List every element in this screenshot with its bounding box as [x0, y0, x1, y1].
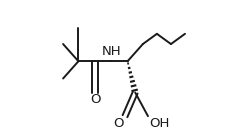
Text: NH: NH: [102, 45, 122, 58]
Text: OH: OH: [149, 117, 170, 130]
Text: O: O: [90, 93, 100, 106]
Text: O: O: [113, 117, 124, 130]
